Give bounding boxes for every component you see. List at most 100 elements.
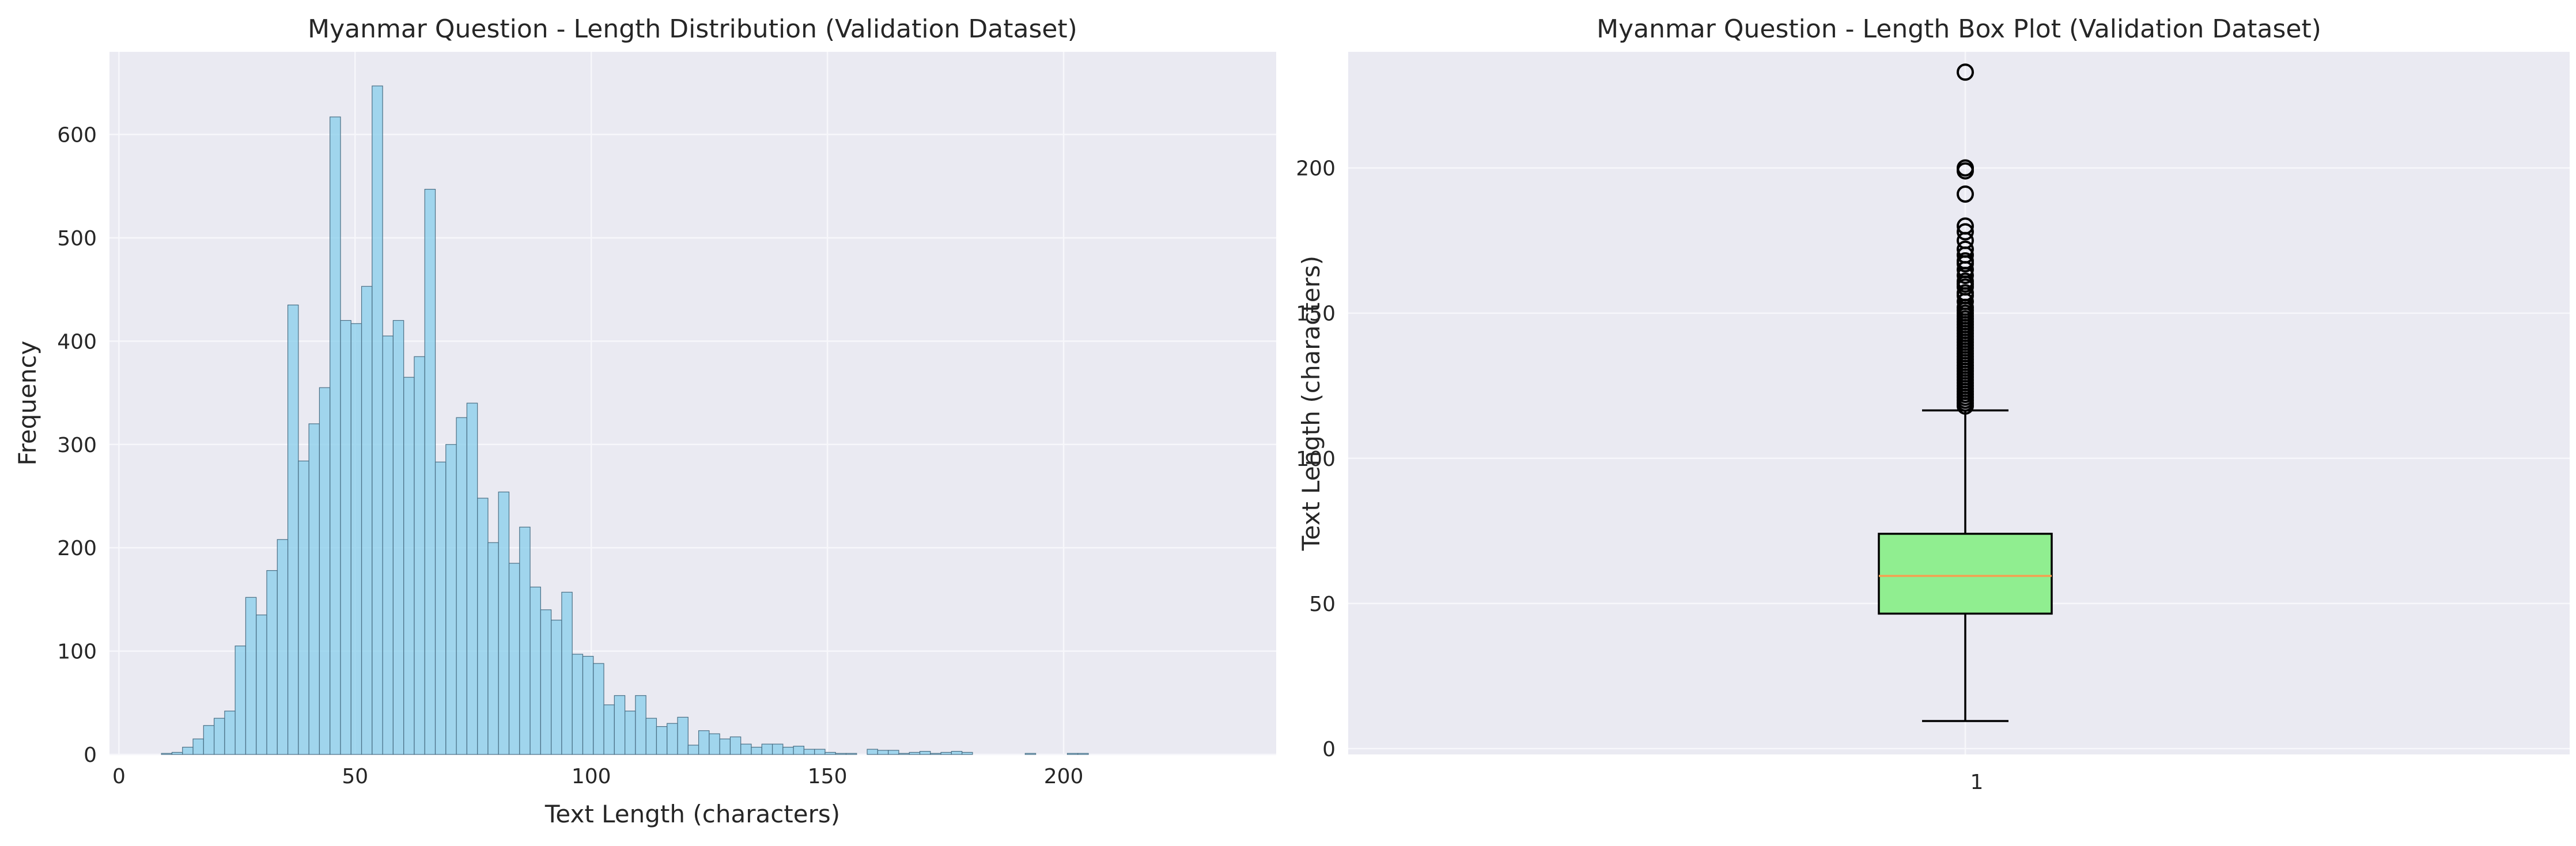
histogram-bar bbox=[1024, 753, 1037, 755]
outlier-point bbox=[1957, 217, 1974, 235]
histogram-bar bbox=[572, 654, 584, 755]
histogram-x-tick-labels: 0 50 100 150 200 bbox=[112, 765, 1083, 788]
histogram-bar bbox=[161, 753, 173, 755]
histogram-bar bbox=[729, 736, 742, 755]
histogram-bar bbox=[414, 356, 425, 755]
box-plot-y-tick-label: 200 bbox=[1296, 157, 1336, 181]
histogram-bar bbox=[930, 753, 941, 755]
histogram-bars bbox=[161, 85, 1089, 755]
histogram-bar bbox=[424, 189, 436, 755]
histogram-bar bbox=[814, 749, 826, 755]
histogram-bar bbox=[340, 320, 351, 755]
histogram-bar bbox=[245, 597, 257, 755]
histogram-y-tick-label: 100 bbox=[57, 640, 97, 664]
box-plot-x-tick-label: 1 bbox=[1970, 771, 1984, 794]
histogram-bar bbox=[508, 563, 520, 755]
histogram-bar bbox=[877, 750, 889, 755]
histogram-bar bbox=[824, 752, 836, 755]
histogram-bar bbox=[709, 733, 720, 755]
histogram-bar bbox=[203, 725, 215, 755]
histogram-y-tick-label: 600 bbox=[57, 124, 97, 147]
histogram-bar bbox=[582, 655, 594, 755]
histogram-bar bbox=[1066, 753, 1079, 755]
histogram-bar bbox=[593, 663, 604, 755]
histogram-bar bbox=[224, 711, 236, 755]
histogram-bar bbox=[466, 403, 478, 755]
histogram-chart: 0 50 100 150 200 0 100 200 300 400 500 600 Myanmar… bbox=[13, 14, 1276, 828]
histogram-bar bbox=[667, 723, 678, 755]
histogram-bar bbox=[951, 751, 963, 755]
box-plot-y-tick-label: 150 bbox=[1296, 302, 1336, 326]
box-plot-outliers bbox=[1957, 63, 1974, 415]
histogram-y-tick-label: 400 bbox=[57, 330, 97, 354]
histogram-bar bbox=[909, 752, 921, 755]
histogram-bar bbox=[867, 749, 878, 755]
histogram-bar bbox=[698, 730, 710, 755]
histogram-bar bbox=[445, 444, 457, 755]
histogram-bar bbox=[298, 460, 309, 755]
histogram-y-tick-label: 200 bbox=[57, 537, 97, 560]
box-plot-chart: 0 50 100 150 200 1 Myanmar Question - Length… bbox=[1296, 14, 2570, 794]
histogram-bar bbox=[477, 498, 489, 755]
histogram-bar bbox=[382, 335, 394, 755]
histogram-bar bbox=[782, 746, 794, 755]
histogram-bar bbox=[540, 609, 552, 755]
histogram-bar bbox=[277, 539, 289, 755]
histogram-x-tick-label: 100 bbox=[572, 765, 611, 788]
box-plot-marks bbox=[1878, 409, 2053, 722]
outlier-point bbox=[1957, 185, 1974, 203]
histogram-bar bbox=[256, 614, 267, 755]
histogram-bar bbox=[888, 750, 899, 755]
histogram-bar bbox=[656, 726, 668, 755]
histogram-bar bbox=[456, 417, 467, 755]
histogram-bar bbox=[330, 116, 341, 755]
histogram-bar bbox=[361, 286, 373, 755]
histogram-x-tick-label: 0 bbox=[112, 765, 126, 788]
outlier-point bbox=[1957, 284, 1974, 302]
interquartile-box bbox=[1878, 533, 2053, 615]
outlier-point bbox=[1957, 272, 1974, 290]
outlier-point bbox=[1957, 240, 1974, 258]
histogram-bar bbox=[319, 387, 331, 755]
histogram-bar bbox=[962, 752, 973, 755]
histogram-bar bbox=[761, 743, 773, 755]
histogram-bar bbox=[372, 85, 383, 755]
histogram-bar bbox=[551, 620, 562, 755]
histogram-bar bbox=[740, 743, 752, 755]
histogram-bar bbox=[519, 526, 531, 755]
histogram-bar bbox=[561, 591, 573, 755]
histogram-x-tick-label: 200 bbox=[1044, 765, 1084, 788]
histogram-bar bbox=[403, 377, 415, 755]
histogram-y-tick-label: 500 bbox=[57, 227, 97, 251]
histogram-bar bbox=[793, 746, 805, 755]
histogram-bar bbox=[677, 716, 689, 755]
histogram-y-tick-labels: 0 100 200 300 400 500 600 bbox=[57, 124, 97, 767]
histogram-bar bbox=[308, 423, 320, 755]
histogram-x-tick-label: 50 bbox=[342, 765, 368, 788]
histogram-bar bbox=[182, 746, 194, 755]
box-plot-y-tick-label: 100 bbox=[1296, 447, 1336, 471]
histogram-bar bbox=[940, 752, 952, 755]
histogram-bar bbox=[213, 718, 225, 755]
histogram-bar bbox=[835, 753, 847, 755]
outlier-point bbox=[1957, 159, 1974, 177]
histogram-bar bbox=[687, 745, 699, 755]
histogram-bar bbox=[171, 752, 183, 755]
histogram-bar bbox=[898, 753, 910, 755]
histogram-bar bbox=[919, 751, 931, 755]
box-plot-y-tick-label: 0 bbox=[1322, 738, 1336, 761]
histogram-bar bbox=[350, 323, 362, 755]
histogram-bar bbox=[287, 304, 299, 755]
histogram-bar bbox=[529, 586, 541, 755]
histogram-bar bbox=[771, 743, 784, 755]
outlier-point bbox=[1957, 63, 1974, 81]
box-plot-y-axis-label: Text Length (characters) bbox=[1297, 256, 1325, 551]
histogram-bar bbox=[645, 718, 657, 755]
histogram-bar bbox=[803, 749, 815, 755]
histogram-x-axis-label: Text Length (characters) bbox=[544, 800, 840, 828]
outlier-point bbox=[1957, 223, 1974, 241]
histogram-bar bbox=[487, 542, 499, 755]
histogram-bar bbox=[434, 461, 447, 755]
histogram-bar bbox=[603, 704, 615, 755]
